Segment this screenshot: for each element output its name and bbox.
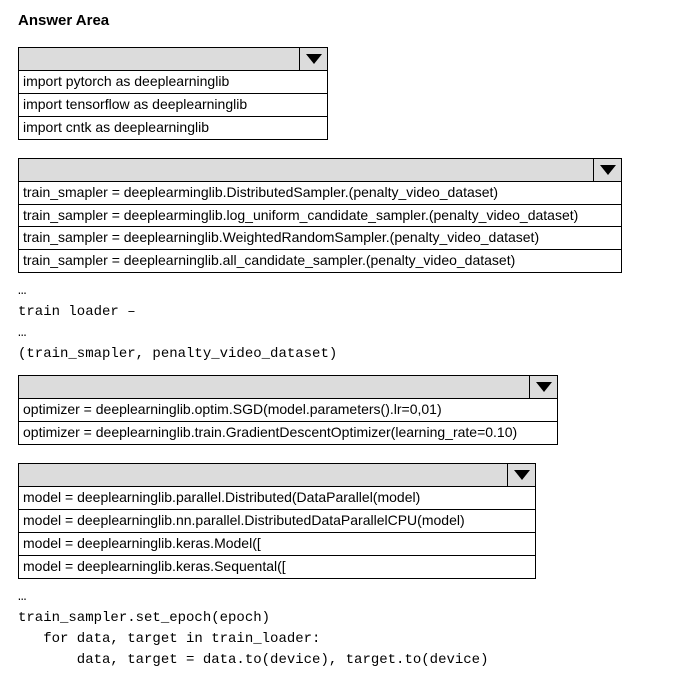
dropdown-option[interactable]: import tensorflow as deeplearninglib bbox=[19, 94, 327, 117]
dropdown-option[interactable]: train_sampler = deeplearninglib.all_cand… bbox=[19, 250, 621, 272]
dropdown-optimizers: optimizer = deeplearninglib.optim.SGD(mo… bbox=[18, 375, 558, 445]
dropdown-option[interactable]: train_sampler = deeplearninglib.Weighted… bbox=[19, 227, 621, 250]
dropdown-option[interactable]: import cntk as deeplearninglib bbox=[19, 117, 327, 139]
dropdown-optimizers-options: optimizer = deeplearninglib.optim.SGD(mo… bbox=[18, 399, 558, 445]
dropdown-samplers-header[interactable] bbox=[18, 158, 622, 182]
dropdown-imports-header[interactable] bbox=[18, 47, 328, 71]
dropdown-samplers: train_smapler = deeplearminglib.Distribu… bbox=[18, 158, 622, 274]
dropdown-models-options: model = deeplearninglib.parallel.Distrib… bbox=[18, 487, 536, 579]
dropdown-option[interactable]: train_sampler = deeplearminglib.log_unif… bbox=[19, 205, 621, 228]
dropdown-option[interactable]: model = deeplearninglib.keras.Model([ bbox=[19, 533, 535, 556]
chevron-down-icon bbox=[299, 48, 327, 70]
dropdown-option[interactable]: model = deeplearninglib.parallel.Distrib… bbox=[19, 487, 535, 510]
dropdown-imports: import pytorch as deeplearninglib import… bbox=[18, 47, 328, 140]
dropdown-optimizers-header[interactable] bbox=[18, 375, 558, 399]
code-after-samplers: … train loader – … (train_smapler, penal… bbox=[18, 281, 663, 365]
chevron-down-icon bbox=[593, 159, 621, 181]
dropdown-models: model = deeplearninglib.parallel.Distrib… bbox=[18, 463, 536, 579]
dropdown-option[interactable]: import pytorch as deeplearninglib bbox=[19, 71, 327, 94]
dropdown-option[interactable]: model = deeplearninglib.keras.Sequental(… bbox=[19, 556, 535, 578]
dropdown-option[interactable]: optimizer = deeplearninglib.train.Gradie… bbox=[19, 422, 557, 444]
dropdown-models-header[interactable] bbox=[18, 463, 536, 487]
chevron-down-icon bbox=[529, 376, 557, 398]
dropdown-option[interactable]: optimizer = deeplearninglib.optim.SGD(mo… bbox=[19, 399, 557, 422]
dropdown-option[interactable]: model = deeplearninglib.nn.parallel.Dist… bbox=[19, 510, 535, 533]
page-title: Answer Area bbox=[18, 12, 663, 29]
dropdown-samplers-options: train_smapler = deeplearminglib.Distribu… bbox=[18, 182, 622, 274]
dropdown-option[interactable]: train_smapler = deeplearminglib.Distribu… bbox=[19, 182, 621, 205]
code-after-models: … train_sampler.set_epoch(epoch) for dat… bbox=[18, 587, 663, 671]
dropdown-imports-options: import pytorch as deeplearninglib import… bbox=[18, 71, 328, 140]
chevron-down-icon bbox=[507, 464, 535, 486]
